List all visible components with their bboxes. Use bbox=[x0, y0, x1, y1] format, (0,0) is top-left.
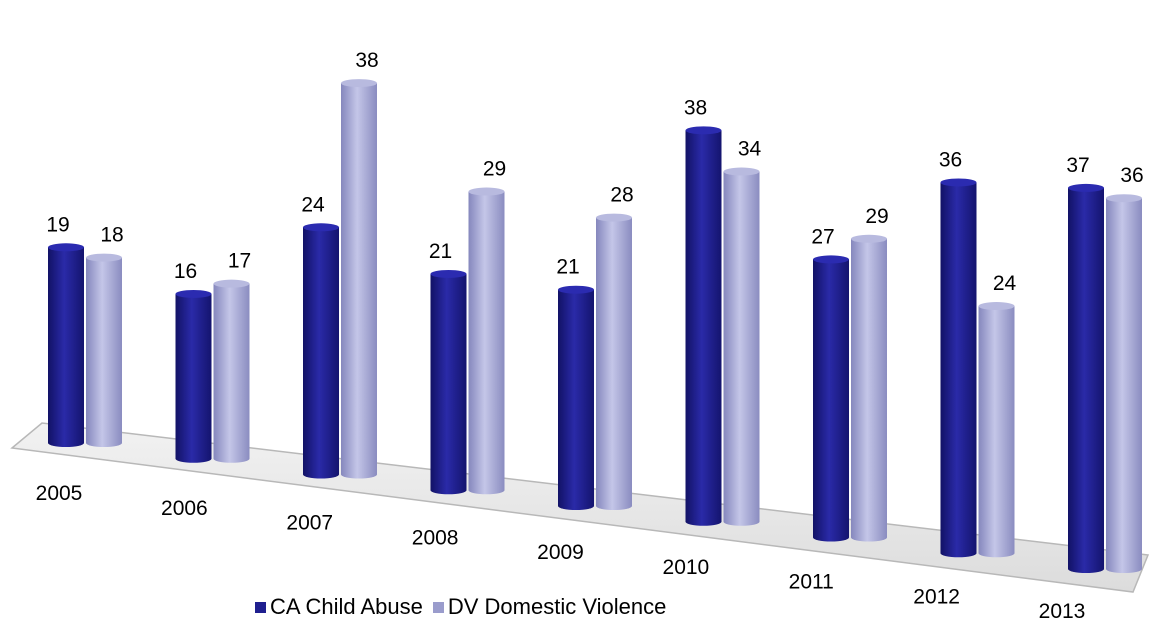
x-tick-label: 2007 bbox=[286, 512, 333, 535]
x-tick-label: 2008 bbox=[412, 526, 459, 549]
data-label: 16 bbox=[174, 260, 197, 283]
legend: CA Child Abuse DV Domestic Violence bbox=[255, 594, 676, 620]
bar-dv-2008 bbox=[468, 191, 505, 495]
bar-top bbox=[723, 167, 760, 176]
bar-top bbox=[851, 234, 887, 243]
data-label: 18 bbox=[100, 224, 123, 247]
legend-swatch-dv bbox=[432, 601, 444, 613]
bar-ca-2009 bbox=[558, 289, 594, 510]
bar-dv-2011 bbox=[851, 238, 887, 542]
data-label: 21 bbox=[556, 256, 579, 279]
bar-top bbox=[303, 223, 339, 232]
bar-top bbox=[685, 126, 722, 135]
bar-top bbox=[341, 79, 377, 88]
bar-dv-2010 bbox=[723, 171, 760, 526]
bar-top bbox=[813, 255, 849, 264]
x-tick-label: 2012 bbox=[913, 585, 960, 608]
bar-dv-2006 bbox=[213, 283, 250, 463]
bar-ca-2005 bbox=[48, 247, 84, 447]
x-tick-label: 2011 bbox=[789, 571, 834, 594]
data-label: 29 bbox=[483, 158, 506, 181]
legend-item-ca: CA Child Abuse bbox=[255, 594, 423, 620]
bar-top bbox=[978, 302, 1015, 311]
x-tick-label: 2006 bbox=[161, 497, 208, 520]
bar-top bbox=[430, 269, 467, 278]
x-tick-label: 2010 bbox=[663, 556, 710, 579]
bar-ca-2012 bbox=[940, 182, 977, 558]
legend-item-dv: DV Domestic Violence bbox=[432, 594, 667, 620]
bar-ca-2007 bbox=[303, 227, 339, 479]
bar-top bbox=[86, 253, 122, 262]
bar-ca-2010 bbox=[685, 130, 722, 526]
bar-dv-2007 bbox=[341, 83, 377, 479]
legend-label-ca: CA Child Abuse bbox=[270, 594, 423, 619]
legend-swatch-ca bbox=[255, 601, 266, 613]
bar-dv-2005 bbox=[86, 257, 122, 447]
bar-top bbox=[175, 289, 212, 298]
bar-dv-2013 bbox=[1106, 198, 1142, 573]
bar-top bbox=[558, 285, 594, 294]
data-label: 29 bbox=[865, 205, 888, 228]
bar-ca-2006 bbox=[175, 293, 212, 463]
bar-dv-2012 bbox=[978, 306, 1015, 558]
data-label: 38 bbox=[355, 49, 378, 72]
legend-label-dv: DV Domestic Violence bbox=[447, 594, 667, 619]
data-label: 17 bbox=[228, 250, 251, 273]
bar-top bbox=[48, 243, 84, 252]
bar-top bbox=[213, 279, 250, 288]
bar-ca-2008 bbox=[430, 273, 467, 495]
data-label: 34 bbox=[738, 138, 762, 161]
bar-top bbox=[596, 213, 632, 222]
data-label: 36 bbox=[1120, 164, 1143, 187]
bar-top bbox=[468, 187, 505, 196]
data-label: 28 bbox=[610, 184, 633, 207]
bar-dv-2009 bbox=[596, 217, 632, 510]
x-tick-label: 2005 bbox=[36, 482, 83, 505]
data-label: 38 bbox=[684, 96, 707, 119]
data-label: 24 bbox=[993, 272, 1017, 295]
data-label: 36 bbox=[939, 148, 962, 171]
bar-top bbox=[940, 178, 977, 187]
bar-ca-2013 bbox=[1068, 187, 1104, 573]
data-label: 37 bbox=[1066, 154, 1089, 177]
data-label: 21 bbox=[429, 240, 452, 263]
data-label: 27 bbox=[811, 225, 834, 248]
bar-ca-2011 bbox=[813, 259, 849, 542]
data-label: 24 bbox=[301, 193, 325, 216]
bar-top bbox=[1068, 183, 1104, 192]
bar-top bbox=[1106, 194, 1142, 203]
data-label: 19 bbox=[46, 213, 69, 236]
x-tick-label: 2013 bbox=[1039, 600, 1086, 623]
x-tick-label: 2009 bbox=[537, 541, 584, 564]
